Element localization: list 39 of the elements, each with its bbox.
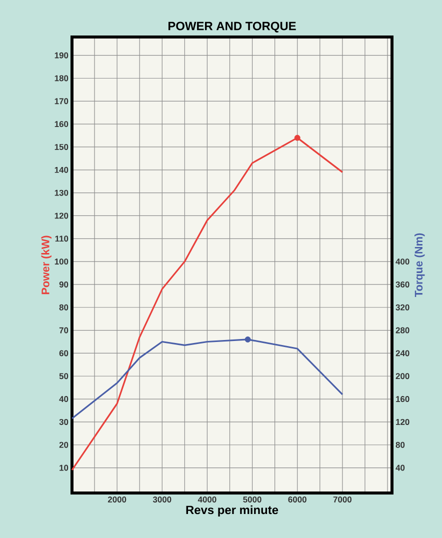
x-tick-label: 2000 [108, 496, 126, 503]
y-tick-label: 40 [59, 396, 68, 402]
y2-tick-label: 320 [396, 304, 410, 310]
y-tick-label: 80 [59, 304, 68, 310]
x-tick-label: 3000 [152, 496, 172, 503]
y2-axis-title: Torque (Nm) [414, 233, 425, 298]
y2-tick-label: 80 [396, 442, 405, 448]
y-tick-label: 50 [59, 373, 68, 380]
y-tick-label: 160 [54, 121, 68, 128]
y-tick-label: 130 [54, 190, 68, 196]
y2-tick-label: 280 [396, 327, 410, 334]
y-tick-label: 10 [60, 464, 68, 471]
x-tick-label: 7000 [333, 496, 352, 503]
y-tick-label: 120 [54, 212, 68, 219]
y2-tick-label: 400 [396, 258, 410, 265]
y2-tick-label: 360 [396, 281, 410, 288]
y-tick-label: 70 [59, 327, 68, 334]
y2-tick-label: 200 [396, 373, 410, 380]
y-tick-label: 30 [59, 418, 68, 425]
y-tick-label: 140 [54, 166, 68, 173]
y-tick-label: 110 [55, 236, 68, 242]
y-tick-label: 180 [54, 75, 68, 82]
y-tick-label: 60 [59, 350, 68, 356]
y-tick-label: 90 [59, 281, 68, 288]
x-tick-label: 6000 [288, 496, 306, 503]
y2-tick-label: 160 [396, 396, 410, 402]
y2-tick-label: 40 [396, 464, 405, 471]
y-tick-label: 20 [59, 442, 68, 448]
x-axis-title: Revs per minute [186, 505, 278, 517]
y-tick-label: 170 [54, 98, 68, 104]
y2-tick-label: 120 [396, 418, 410, 425]
y-tick-label: 190 [54, 52, 68, 58]
x-tick-label: 5000 [243, 496, 262, 503]
y-axis-title: Power (kW) [41, 236, 52, 294]
chart-title: POWER AND TORQUE [168, 22, 296, 32]
y2-tick-label: 240 [396, 350, 410, 356]
y-tick-label: 150 [54, 144, 68, 150]
x-tick-label: 4000 [198, 496, 216, 503]
y-tick-label: 100 [54, 258, 68, 265]
